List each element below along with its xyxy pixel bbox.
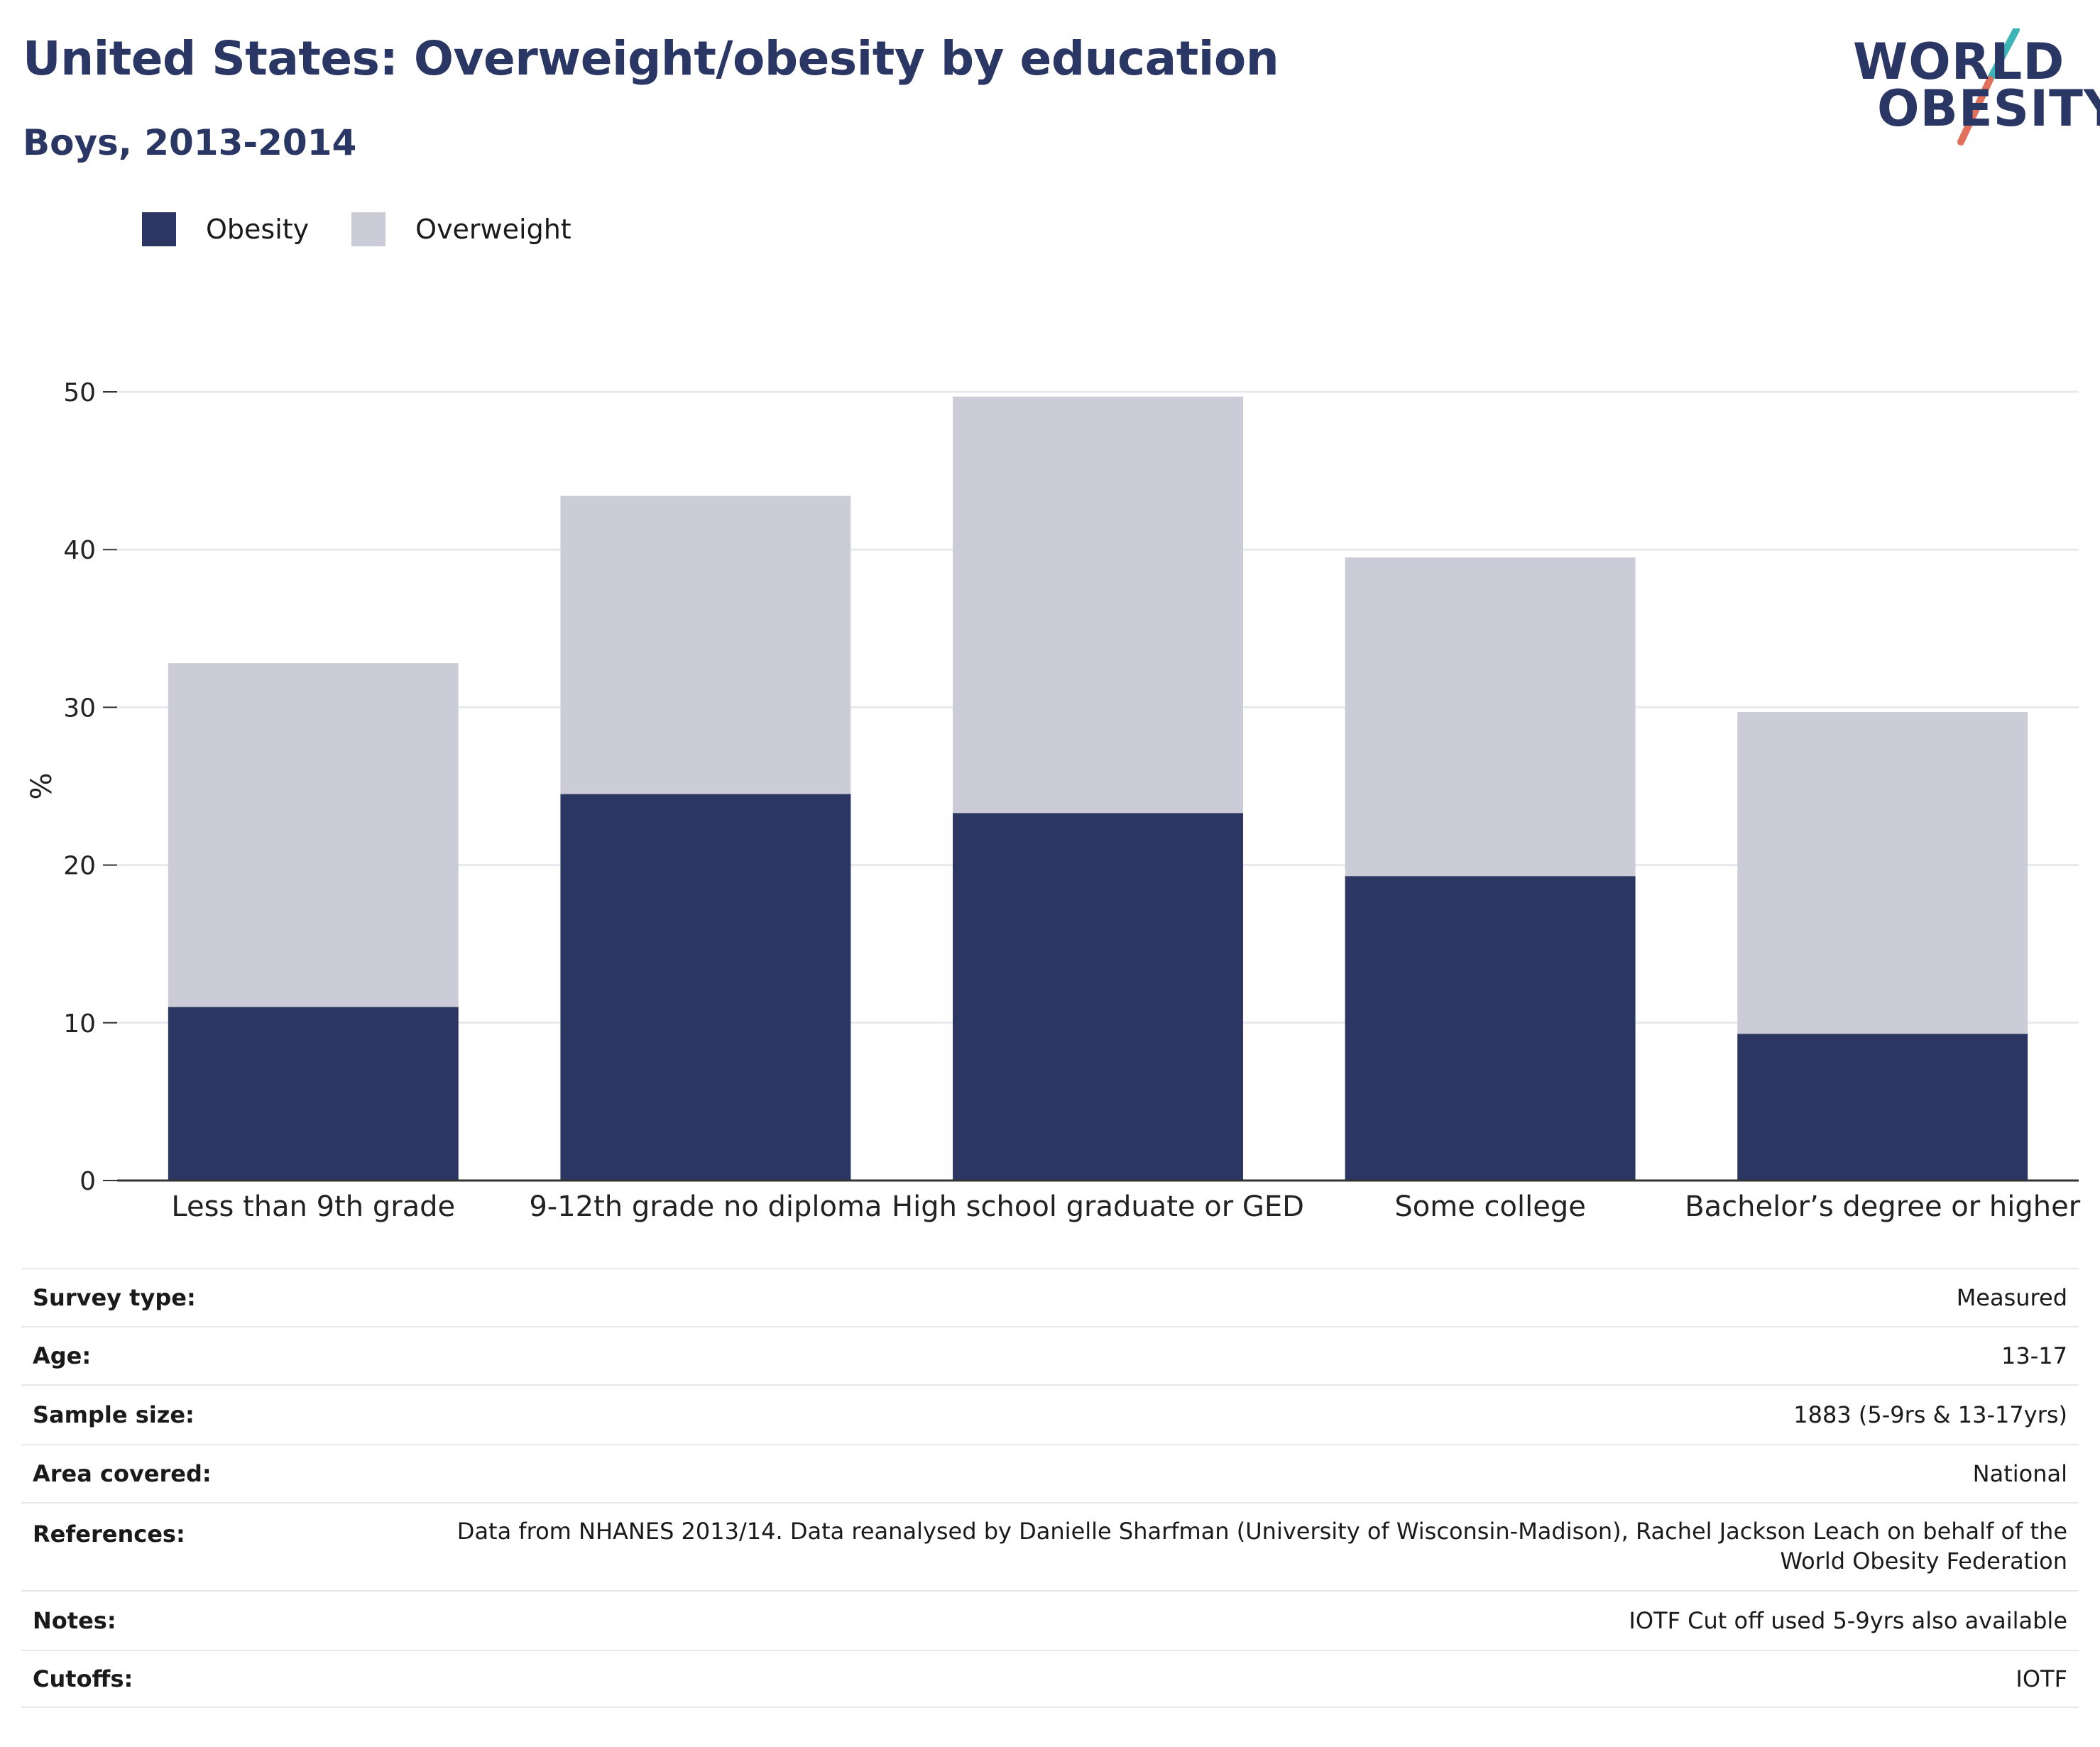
legend-label-obesity: Obesity xyxy=(206,214,310,245)
info-key: Area covered: xyxy=(33,1460,212,1487)
info-row-notes: Notes: IOTF Cut off used 5-9yrs also ava… xyxy=(21,1590,2079,1650)
logo-word-obesity: OBESITY xyxy=(1877,80,2100,138)
y-tick-label: 30 xyxy=(63,694,96,723)
info-value: 1883 (5-9rs & 13-17yrs) xyxy=(1793,1401,2067,1428)
legend-label-overweight: Overweight xyxy=(415,214,572,245)
world-obesity-logo: WORLD OBESITY xyxy=(1853,28,2100,156)
y-tick-label: 50 xyxy=(63,378,96,407)
info-key: Cutoffs: xyxy=(33,1665,133,1692)
info-row-age: Age: 13-17 xyxy=(21,1326,2079,1384)
legend-swatch-obesity xyxy=(142,212,176,246)
chart-subtitle: Boys, 2013-2014 xyxy=(23,122,357,163)
info-value: 13-17 xyxy=(2001,1342,2067,1369)
y-tick-label: 40 xyxy=(63,536,96,565)
bar-obesity xyxy=(1737,1034,2028,1181)
info-key: Notes: xyxy=(33,1607,116,1634)
info-key: Sample size: xyxy=(33,1401,195,1428)
chart-title: United States: Overweight/obesity by edu… xyxy=(23,31,1279,86)
info-row-cutoffs: Cutoffs: IOTF xyxy=(21,1650,2079,1708)
info-key: Survey type: xyxy=(33,1284,196,1311)
info-key: References: xyxy=(33,1521,185,1548)
info-row-area-covered: Area covered: National xyxy=(21,1444,2079,1502)
legend-item-obesity[interactable]: Obesity xyxy=(142,212,309,246)
logo-slash-icon xyxy=(1957,28,2020,146)
bar-obesity xyxy=(168,1007,459,1181)
bar-chart: 0 10 20 30 40 50% Less than 9th grade 9-12th gr… xyxy=(26,378,2081,1223)
info-row-survey-type: Survey type: Measured xyxy=(21,1268,2079,1326)
y-axis-label: % xyxy=(26,772,58,799)
y-tick-label: 20 xyxy=(63,852,96,881)
bar-overweight xyxy=(953,396,1243,814)
x-tick-label: Less than 9th grade xyxy=(171,1190,455,1223)
info-value: Data from NHANES 2013/14. Data reanalyse… xyxy=(456,1518,2067,1575)
bar-overweight xyxy=(168,663,459,1007)
info-value: Measured xyxy=(1956,1284,2067,1311)
bar-overweight xyxy=(1737,712,2028,1034)
bar-overweight xyxy=(1345,557,1636,877)
logo-word-world: WORLD xyxy=(1853,33,2065,91)
bar-obesity xyxy=(953,813,1243,1181)
bar-overweight xyxy=(560,495,851,794)
info-value: National xyxy=(1972,1460,2067,1487)
x-tick-label: Some college xyxy=(1394,1190,1585,1223)
info-value: IOTF xyxy=(2016,1665,2067,1692)
info-row-references: References: Data from NHANES 2013/14. Da… xyxy=(21,1502,2079,1590)
info-key: Age: xyxy=(33,1342,92,1369)
x-tick-label: Bachelor’s degree or higher xyxy=(1685,1190,2081,1223)
bar-obesity xyxy=(560,794,851,1181)
legend-swatch-overweight xyxy=(351,212,386,246)
bar-obesity xyxy=(1345,876,1636,1181)
info-row-sample-size: Sample size: 1883 (5-9rs & 13-17yrs) xyxy=(21,1384,2079,1444)
x-tick-label: 9-12th grade no diploma xyxy=(529,1190,882,1223)
chart-legend: Obesity Overweight xyxy=(142,212,614,247)
x-tick-label: High school graduate or GED xyxy=(892,1190,1304,1223)
survey-info-table: Survey type: Measured Age: 13-17 Sample … xyxy=(21,1268,2079,1708)
info-value: IOTF Cut off used 5-9yrs also available xyxy=(1629,1607,2067,1634)
y-tick-label: 0 xyxy=(80,1167,96,1196)
y-tick-label: 10 xyxy=(63,1009,96,1039)
legend-item-overweight[interactable]: Overweight xyxy=(351,212,572,246)
